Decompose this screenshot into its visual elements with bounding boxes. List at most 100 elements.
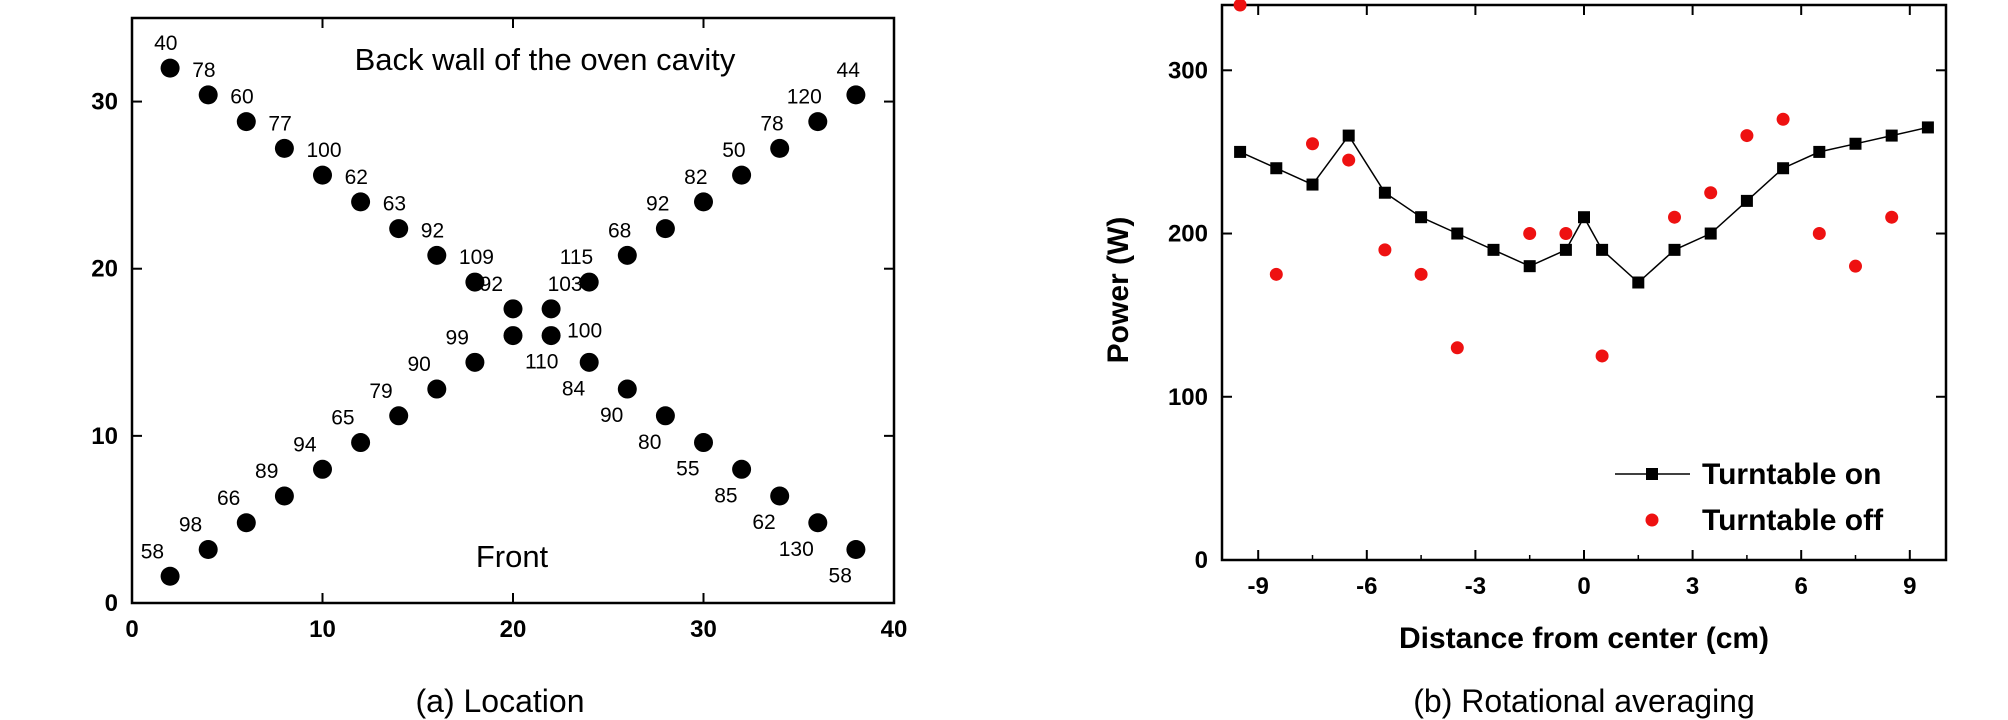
location-point: [770, 138, 790, 158]
y-tick-label: 0: [105, 590, 118, 617]
point-value-label: 103: [548, 273, 583, 296]
location-point: [465, 352, 485, 372]
point-turntable-off: [1269, 267, 1283, 281]
point-value-label: 78: [760, 112, 783, 135]
point-value-label: 77: [268, 112, 291, 135]
point-turntable-on: [1668, 243, 1681, 256]
point-turntable-off: [1776, 112, 1790, 126]
location-point: [694, 192, 713, 212]
point-value-label: 58: [829, 565, 852, 588]
point-value-label: 90: [407, 353, 430, 376]
location-point: [732, 459, 752, 479]
y-axis-label: Power (W): [1102, 217, 1135, 364]
point-turntable-on: [1378, 186, 1391, 199]
y-tick-label: 200: [1168, 221, 1208, 248]
y-tick-label: 0: [1195, 547, 1208, 574]
location-point: [694, 433, 713, 453]
location-point: [160, 58, 180, 78]
point-value-label: 60: [230, 86, 253, 109]
location-point: [160, 566, 180, 586]
point-turntable-on: [1849, 137, 1862, 150]
point-value-label: 85: [714, 484, 737, 507]
x-tick-label: -9: [1248, 573, 1269, 600]
point-value-label: 62: [345, 166, 368, 189]
point-value-label: 40: [154, 32, 177, 55]
point-value-label: 120: [787, 86, 822, 109]
point-value-label: 98: [179, 514, 202, 537]
location-point: [236, 112, 256, 132]
x-tick-label: 10: [309, 616, 336, 643]
point-turntable-on: [1596, 243, 1609, 256]
point-value-label: 65: [331, 407, 354, 430]
point-value-label: 44: [837, 59, 861, 82]
x-tick-label: 20: [500, 616, 527, 643]
point-value-label: 100: [567, 320, 602, 343]
location-point: [541, 326, 561, 346]
point-turntable-on: [1632, 276, 1645, 289]
point-turntable-on: [1921, 121, 1934, 134]
point-value-label: 92: [480, 273, 503, 296]
panel-b-series: [1233, 0, 1934, 363]
point-turntable-on: [1342, 129, 1355, 142]
point-turntable-on: [1885, 129, 1898, 142]
location-point: [427, 379, 447, 399]
point-value-label: 100: [307, 139, 342, 162]
point-turntable-on: [1559, 243, 1572, 256]
point-value-label: 80: [638, 431, 661, 454]
x-tick-label: 9: [1903, 573, 1916, 600]
point-value-label: 92: [421, 219, 444, 242]
front-annotation: Front: [476, 539, 549, 574]
point-turntable-off: [1306, 137, 1319, 151]
x-tick-label: 0: [1577, 573, 1590, 600]
point-value-label: 63: [383, 193, 406, 216]
location-point: [313, 165, 332, 185]
y-tick-label: 30: [91, 89, 118, 116]
point-turntable-on: [1306, 178, 1319, 191]
location-point: [732, 165, 752, 185]
point-value-label: 130: [779, 538, 814, 561]
x-tick-label: -3: [1465, 573, 1486, 600]
y-tick-label: 100: [1168, 384, 1208, 411]
x-tick-label: 40: [881, 616, 908, 643]
panel-a-ticks: 0 10 20 30 40 0 10 20 30: [91, 18, 907, 643]
x-tick-label: 3: [1686, 573, 1699, 600]
point-value-label: 82: [684, 166, 707, 189]
location-point: [351, 433, 371, 453]
point-turntable-off: [1559, 227, 1573, 241]
x-tick-label: -6: [1356, 573, 1377, 600]
point-turntable-off: [1885, 210, 1899, 224]
location-point: [808, 112, 828, 132]
location-point: [274, 138, 294, 158]
x-tick-label: 30: [690, 616, 717, 643]
panel-b-rotational-averaging: -9 -6 -3 0 3 6 9 0 100 200 300 Distance from cente…: [1102, 0, 1948, 719]
point-turntable-on: [1813, 145, 1826, 158]
point-turntable-off: [1414, 267, 1428, 281]
point-turntable-on: [1523, 260, 1536, 273]
location-point: [846, 540, 866, 560]
point-turntable-off: [1740, 129, 1754, 143]
location-point: [617, 245, 637, 265]
legend-marker-turntable-on: [1646, 468, 1658, 480]
point-value-label: 78: [192, 59, 215, 82]
location-point: [541, 299, 561, 319]
point-turntable-on: [1487, 243, 1500, 256]
point-value-label: 68: [608, 219, 631, 242]
point-turntable-on: [1415, 211, 1428, 224]
point-value-label: 99: [446, 326, 469, 349]
x-tick-label: 0: [125, 616, 138, 643]
point-turntable-off: [1342, 153, 1356, 167]
location-point: [389, 219, 409, 239]
point-value-label: 62: [752, 511, 775, 534]
point-turntable-on: [1578, 211, 1590, 224]
point-turntable-on: [1270, 162, 1283, 175]
panel-b-ticks: -9 -6 -3 0 3 6 9 0 100 200 300: [1168, 5, 1946, 600]
point-turntable-off: [1812, 227, 1826, 241]
point-value-label: 79: [369, 380, 392, 403]
y-tick-label: 300: [1168, 57, 1208, 84]
point-turntable-off: [1595, 349, 1609, 363]
panel-a-caption: (a) Location: [416, 683, 585, 719]
point-turntable-on: [1740, 194, 1753, 207]
point-turntable-on: [1704, 227, 1717, 240]
